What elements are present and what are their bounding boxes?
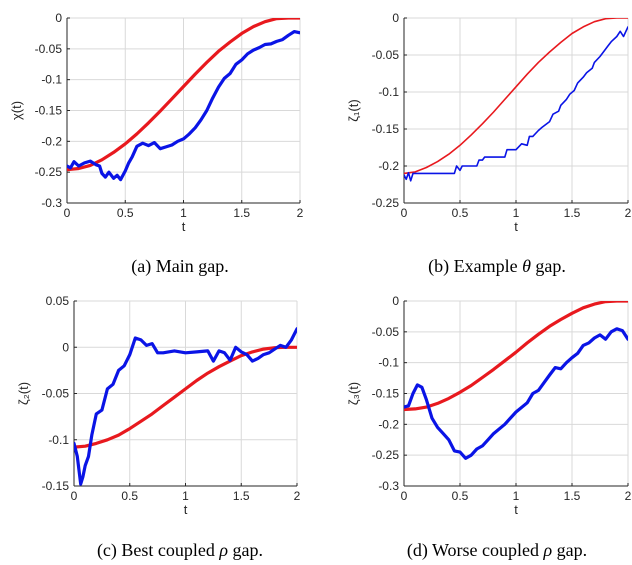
x-tick-label: 1 (182, 489, 189, 503)
series-line-reference (404, 18, 628, 175)
y-tick-label: -0.05 (42, 387, 70, 401)
x-tick-label: 2 (625, 206, 632, 220)
caption-a-prefix: (a) Main gap. (131, 256, 228, 277)
x-tick-label: 0.5 (117, 206, 134, 220)
x-tick-label: 0.5 (452, 206, 469, 220)
x-axis-label: t (514, 502, 518, 517)
caption-b: (b) Example θ gap. (428, 256, 566, 277)
series-line-estimate (67, 30, 300, 182)
svg-text:(d) Worse coupled ρ gap.: (d) Worse coupled ρ gap. (407, 540, 587, 561)
chart-a: 0 0.5 1 1.5 2 0 -0.05 -0.1 -0.15 -0.2 -0.25 -0.3 t χ(… (9, 11, 304, 234)
y-tick-label: -0.05 (372, 48, 400, 62)
y-tick-label: -0.05 (35, 42, 63, 56)
y-tick-label: 0 (392, 11, 399, 25)
y-tick-label: -0.2 (378, 159, 399, 173)
series-line-estimate (404, 26, 628, 182)
caption-b-prefix: (b) Example (428, 256, 522, 277)
y-tick-label: -0.1 (378, 85, 399, 99)
caption-d-symbol: ρ (543, 540, 553, 560)
y-tick-label: -0.1 (41, 73, 62, 87)
x-tick-label: 1.5 (233, 206, 250, 220)
y-axis-label: ζ₂(t) (16, 382, 31, 405)
caption-c-suffix: gap. (228, 540, 263, 560)
chart-b: 0 0.5 1 1.5 2 0 -0.05 -0.1 -0.15 -0.2 -0.25 t ζ₁(t) (346, 11, 632, 234)
x-tick-label: 1.5 (564, 489, 581, 503)
y-tick-label: -0.15 (35, 104, 63, 118)
y-tick-label: -0.05 (372, 325, 400, 339)
x-tick-label: 1.5 (564, 206, 581, 220)
y-tick-label: 0 (55, 11, 62, 25)
x-tick-label: 1 (180, 206, 187, 220)
series-line-reference (67, 18, 300, 172)
x-tick-label: 1 (513, 489, 520, 503)
x-axis-label: t (514, 219, 518, 234)
y-axis-label: ζ₁(t) (346, 99, 361, 121)
x-tick-label: 0 (401, 489, 408, 503)
svg-text:(b) Example θ gap.: (b) Example θ gap. (428, 256, 566, 277)
chart-c: 0 0.5 1 1.5 2 0.05 0 -0.05 -0.1 -0.15 t ζ₂(t) (16, 294, 301, 517)
x-tick-label: 0.5 (452, 489, 469, 503)
y-tick-label: -0.1 (48, 433, 69, 447)
x-tick-label: 0.5 (121, 489, 138, 503)
caption-b-symbol: θ (522, 256, 531, 276)
series-line-estimate (404, 327, 628, 460)
y-axis-label: χ(t) (9, 101, 24, 120)
x-tick-label: 0 (64, 206, 71, 220)
caption-c-symbol: ρ (218, 540, 228, 560)
series-line-reference (74, 345, 297, 449)
y-tick-label: 0.05 (46, 294, 70, 308)
y-tick-label: -0.15 (372, 387, 400, 401)
y-tick-label: -0.25 (35, 165, 63, 179)
svg-text:(a) Main gap.: (a) Main gap. (131, 256, 228, 277)
caption-b-suffix: gap. (531, 256, 566, 276)
y-tick-label: -0.15 (372, 122, 400, 136)
y-tick-label: -0.15 (42, 479, 70, 493)
x-axis-label: t (184, 502, 188, 517)
x-tick-label: 2 (294, 489, 301, 503)
caption-d-suffix: gap. (552, 540, 587, 560)
y-tick-label: -0.25 (372, 196, 400, 210)
x-tick-label: 1 (513, 206, 520, 220)
series-line-estimate (74, 327, 297, 486)
y-tick-label: -0.3 (41, 196, 62, 210)
x-tick-label: 0 (401, 206, 408, 220)
svg-text:(c) Best coupled ρ gap.: (c) Best coupled ρ gap. (97, 540, 263, 561)
y-tick-label: -0.2 (378, 417, 399, 431)
y-tick-label: -0.3 (378, 479, 399, 493)
x-tick-label: 1.5 (233, 489, 250, 503)
caption-c: (c) Best coupled ρ gap. (97, 540, 263, 561)
y-tick-label: -0.1 (378, 356, 399, 370)
y-tick-label: -0.25 (372, 448, 400, 462)
x-tick-label: 2 (625, 489, 632, 503)
x-tick-label: 0 (71, 489, 78, 503)
caption-a: (a) Main gap. (131, 256, 228, 277)
y-tick-label: -0.2 (41, 134, 62, 148)
x-tick-label: 2 (297, 206, 304, 220)
y-axis-label: ζ₃(t) (346, 382, 361, 405)
caption-c-prefix: (c) Best coupled (97, 540, 219, 561)
caption-d: (d) Worse coupled ρ gap. (407, 540, 587, 561)
y-tick-label: 0 (392, 294, 399, 308)
x-axis-label: t (182, 219, 186, 234)
chart-d: 0 0.5 1 1.5 2 0 -0.05 -0.1 -0.15 -0.2 -0.25 -0.3 t ζ₃… (346, 294, 632, 517)
series-line-reference (404, 301, 628, 412)
y-tick-label: 0 (62, 340, 69, 354)
caption-d-prefix: (d) Worse coupled (407, 540, 544, 561)
